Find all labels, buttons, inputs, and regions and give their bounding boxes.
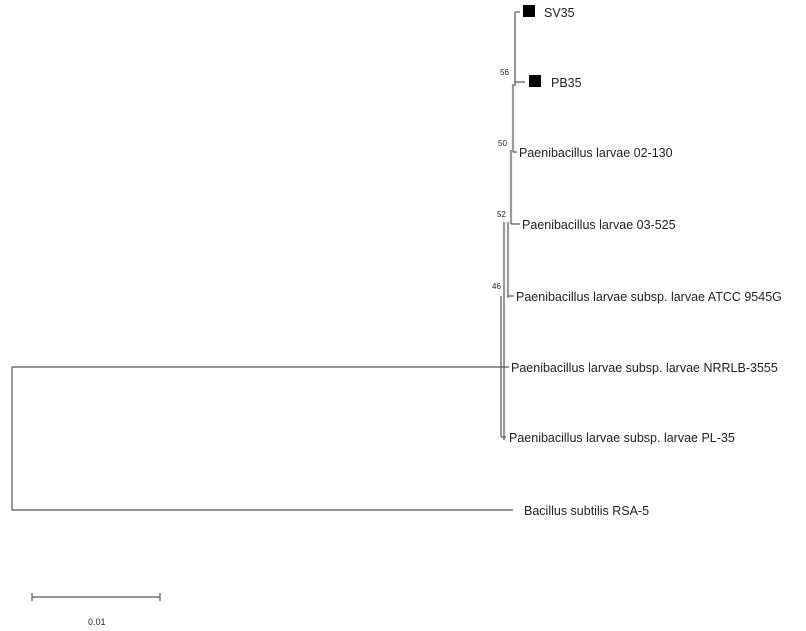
taxon-label-bacillus-subtilis: Bacillus subtilis RSA-5 <box>524 504 649 518</box>
taxon-label-pl-35: Paenibacillus larvae subsp. larvae PL-35 <box>509 431 735 445</box>
taxon-label-nrrlb-3555: Paenibacillus larvae subsp. larvae NRRLB… <box>511 361 778 375</box>
taxon-label-pb35: PB35 <box>551 76 582 90</box>
taxon-label-sv35: SV35 <box>544 6 575 20</box>
sv35-marker <box>523 5 535 17</box>
scale-bar: 0.01 <box>31 593 161 627</box>
taxon-label-02-130: Paenibacillus larvae 02-130 <box>519 146 673 160</box>
bootstrap-value-node-46: 46 <box>492 282 501 291</box>
bootstrap-value-node-56: 56 <box>500 68 509 77</box>
taxon-label-03-525: Paenibacillus larvae 03-525 <box>522 218 676 232</box>
pb35-marker <box>529 75 541 87</box>
bootstrap-value-node-52: 52 <box>497 210 506 219</box>
bootstrap-value-node-50: 50 <box>498 139 507 148</box>
scale-bar-label: 0.01 <box>88 617 106 627</box>
taxon-label-atcc-9545g: Paenibacillus larvae subsp. larvae ATCC … <box>516 290 782 304</box>
